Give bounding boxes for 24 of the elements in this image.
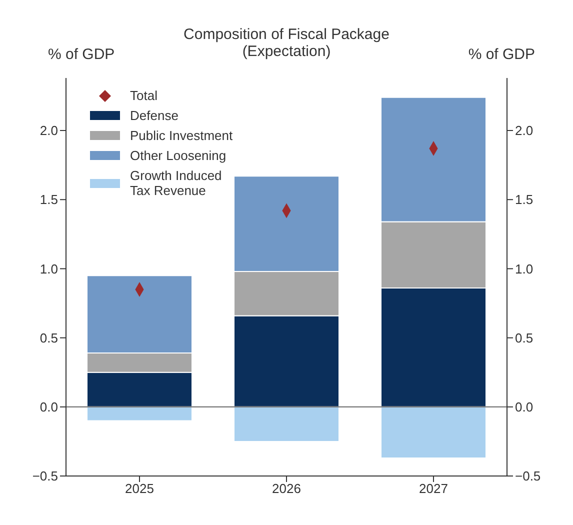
legend-label: Total [130,88,158,103]
chart-title: Composition of Fiscal Package [182,26,390,43]
y-tick-label: 0.0 [40,400,58,415]
y-tick-label: 1.0 [40,261,58,276]
y2-tick-label: 1.0 [515,261,534,276]
y2-tick-label: 0.5 [515,330,534,346]
y-axis-title: % of GDP [48,46,115,63]
legend-label: Other Loosening [130,148,226,163]
y-tick-label: 2.0 [40,123,58,138]
legend-label: Growth Induced Tax Revenue [130,168,223,198]
legend-label: Public Investment [130,128,233,143]
x-tick-label: 2026 [272,481,301,496]
x-tick-label: 2025 [125,481,154,496]
y-tick-label: −0.5 [32,468,58,484]
y2-tick-label: 2.0 [515,123,534,138]
y2-axis-title: % of GDP [468,46,535,63]
chart-subtitle: (Expectation) [242,43,331,60]
y-tick-label: 1.5 [40,192,58,208]
y2-tick-label: 0.0 [515,400,534,415]
x-tick-label: 2027 [419,481,448,496]
legend-label: Defense [130,108,178,123]
y2-tick-label: 1.5 [515,192,534,208]
y2-tick-label: −0.5 [515,468,541,484]
y-tick-label: 0.5 [40,330,58,346]
